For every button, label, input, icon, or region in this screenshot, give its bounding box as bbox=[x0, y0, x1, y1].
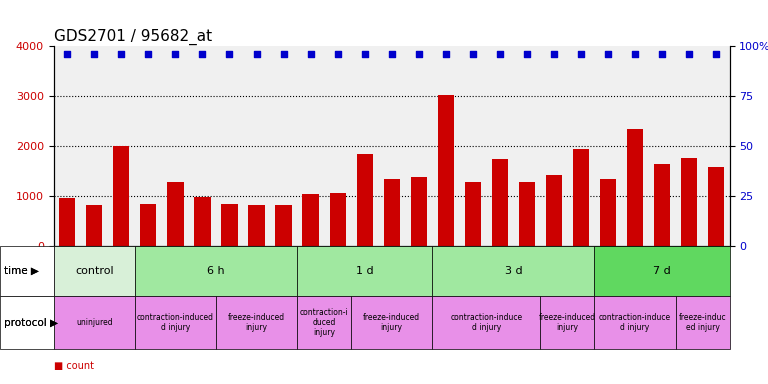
Text: freeze-induced
injury: freeze-induced injury bbox=[363, 313, 420, 332]
Point bbox=[521, 50, 533, 56]
Text: time ▶: time ▶ bbox=[4, 266, 38, 276]
Point bbox=[304, 50, 316, 56]
Bar bbox=[492, 159, 508, 246]
Bar bbox=[356, 154, 372, 246]
Point bbox=[574, 50, 587, 56]
Point bbox=[61, 50, 74, 56]
Bar bbox=[141, 204, 157, 246]
Point bbox=[467, 50, 479, 56]
Text: protocol ▶: protocol ▶ bbox=[4, 318, 58, 328]
Bar bbox=[194, 197, 210, 246]
Text: uninjured: uninjured bbox=[76, 318, 113, 327]
Bar bbox=[248, 205, 265, 246]
Text: protocol ▶: protocol ▶ bbox=[4, 318, 58, 328]
Point bbox=[169, 50, 181, 56]
Point bbox=[115, 50, 127, 56]
Point bbox=[250, 50, 263, 56]
Point bbox=[359, 50, 371, 56]
Point bbox=[332, 50, 344, 56]
Point bbox=[710, 50, 722, 56]
Text: contraction-induce
d injury: contraction-induce d injury bbox=[599, 313, 671, 332]
Text: 1 d: 1 d bbox=[356, 266, 373, 276]
Bar bbox=[438, 95, 454, 246]
Bar bbox=[546, 175, 562, 246]
Bar bbox=[627, 129, 643, 246]
Text: 3 d: 3 d bbox=[505, 266, 522, 276]
Point bbox=[277, 50, 290, 56]
Point bbox=[494, 50, 506, 56]
Point bbox=[439, 50, 452, 56]
Point bbox=[88, 50, 101, 56]
Bar bbox=[329, 194, 346, 246]
Bar bbox=[113, 146, 130, 246]
Bar bbox=[654, 164, 670, 246]
Bar bbox=[383, 179, 400, 246]
Bar bbox=[221, 204, 237, 246]
Bar bbox=[276, 205, 292, 246]
Point bbox=[548, 50, 560, 56]
Text: freeze-induc
ed injury: freeze-induc ed injury bbox=[679, 313, 727, 332]
Bar bbox=[708, 167, 724, 246]
Bar bbox=[303, 194, 319, 246]
Bar bbox=[465, 182, 481, 246]
Point bbox=[629, 50, 641, 56]
Bar bbox=[600, 179, 616, 246]
Text: ■ count: ■ count bbox=[54, 361, 94, 371]
Text: control: control bbox=[75, 266, 114, 276]
Bar bbox=[167, 182, 184, 246]
Bar bbox=[681, 158, 697, 246]
Text: freeze-induced
injury: freeze-induced injury bbox=[228, 313, 285, 332]
Text: contraction-i
duced
injury: contraction-i duced injury bbox=[300, 308, 349, 338]
Text: 6 h: 6 h bbox=[207, 266, 225, 276]
Bar bbox=[86, 205, 102, 246]
Point bbox=[197, 50, 209, 56]
Point bbox=[602, 50, 614, 56]
Bar bbox=[59, 198, 75, 246]
Text: GDS2701 / 95682_at: GDS2701 / 95682_at bbox=[54, 28, 212, 45]
Text: contraction-induce
d injury: contraction-induce d injury bbox=[450, 313, 522, 332]
Text: freeze-induced
injury: freeze-induced injury bbox=[539, 313, 596, 332]
Point bbox=[386, 50, 398, 56]
Bar bbox=[573, 149, 589, 246]
Point bbox=[223, 50, 236, 56]
Point bbox=[412, 50, 425, 56]
Text: contraction-induced
d injury: contraction-induced d injury bbox=[137, 313, 214, 332]
Text: time ▶: time ▶ bbox=[4, 266, 38, 276]
Bar bbox=[518, 182, 535, 246]
Point bbox=[683, 50, 695, 56]
Point bbox=[142, 50, 154, 56]
Bar bbox=[411, 177, 427, 246]
Point bbox=[656, 50, 668, 56]
Text: 7 d: 7 d bbox=[653, 266, 671, 276]
